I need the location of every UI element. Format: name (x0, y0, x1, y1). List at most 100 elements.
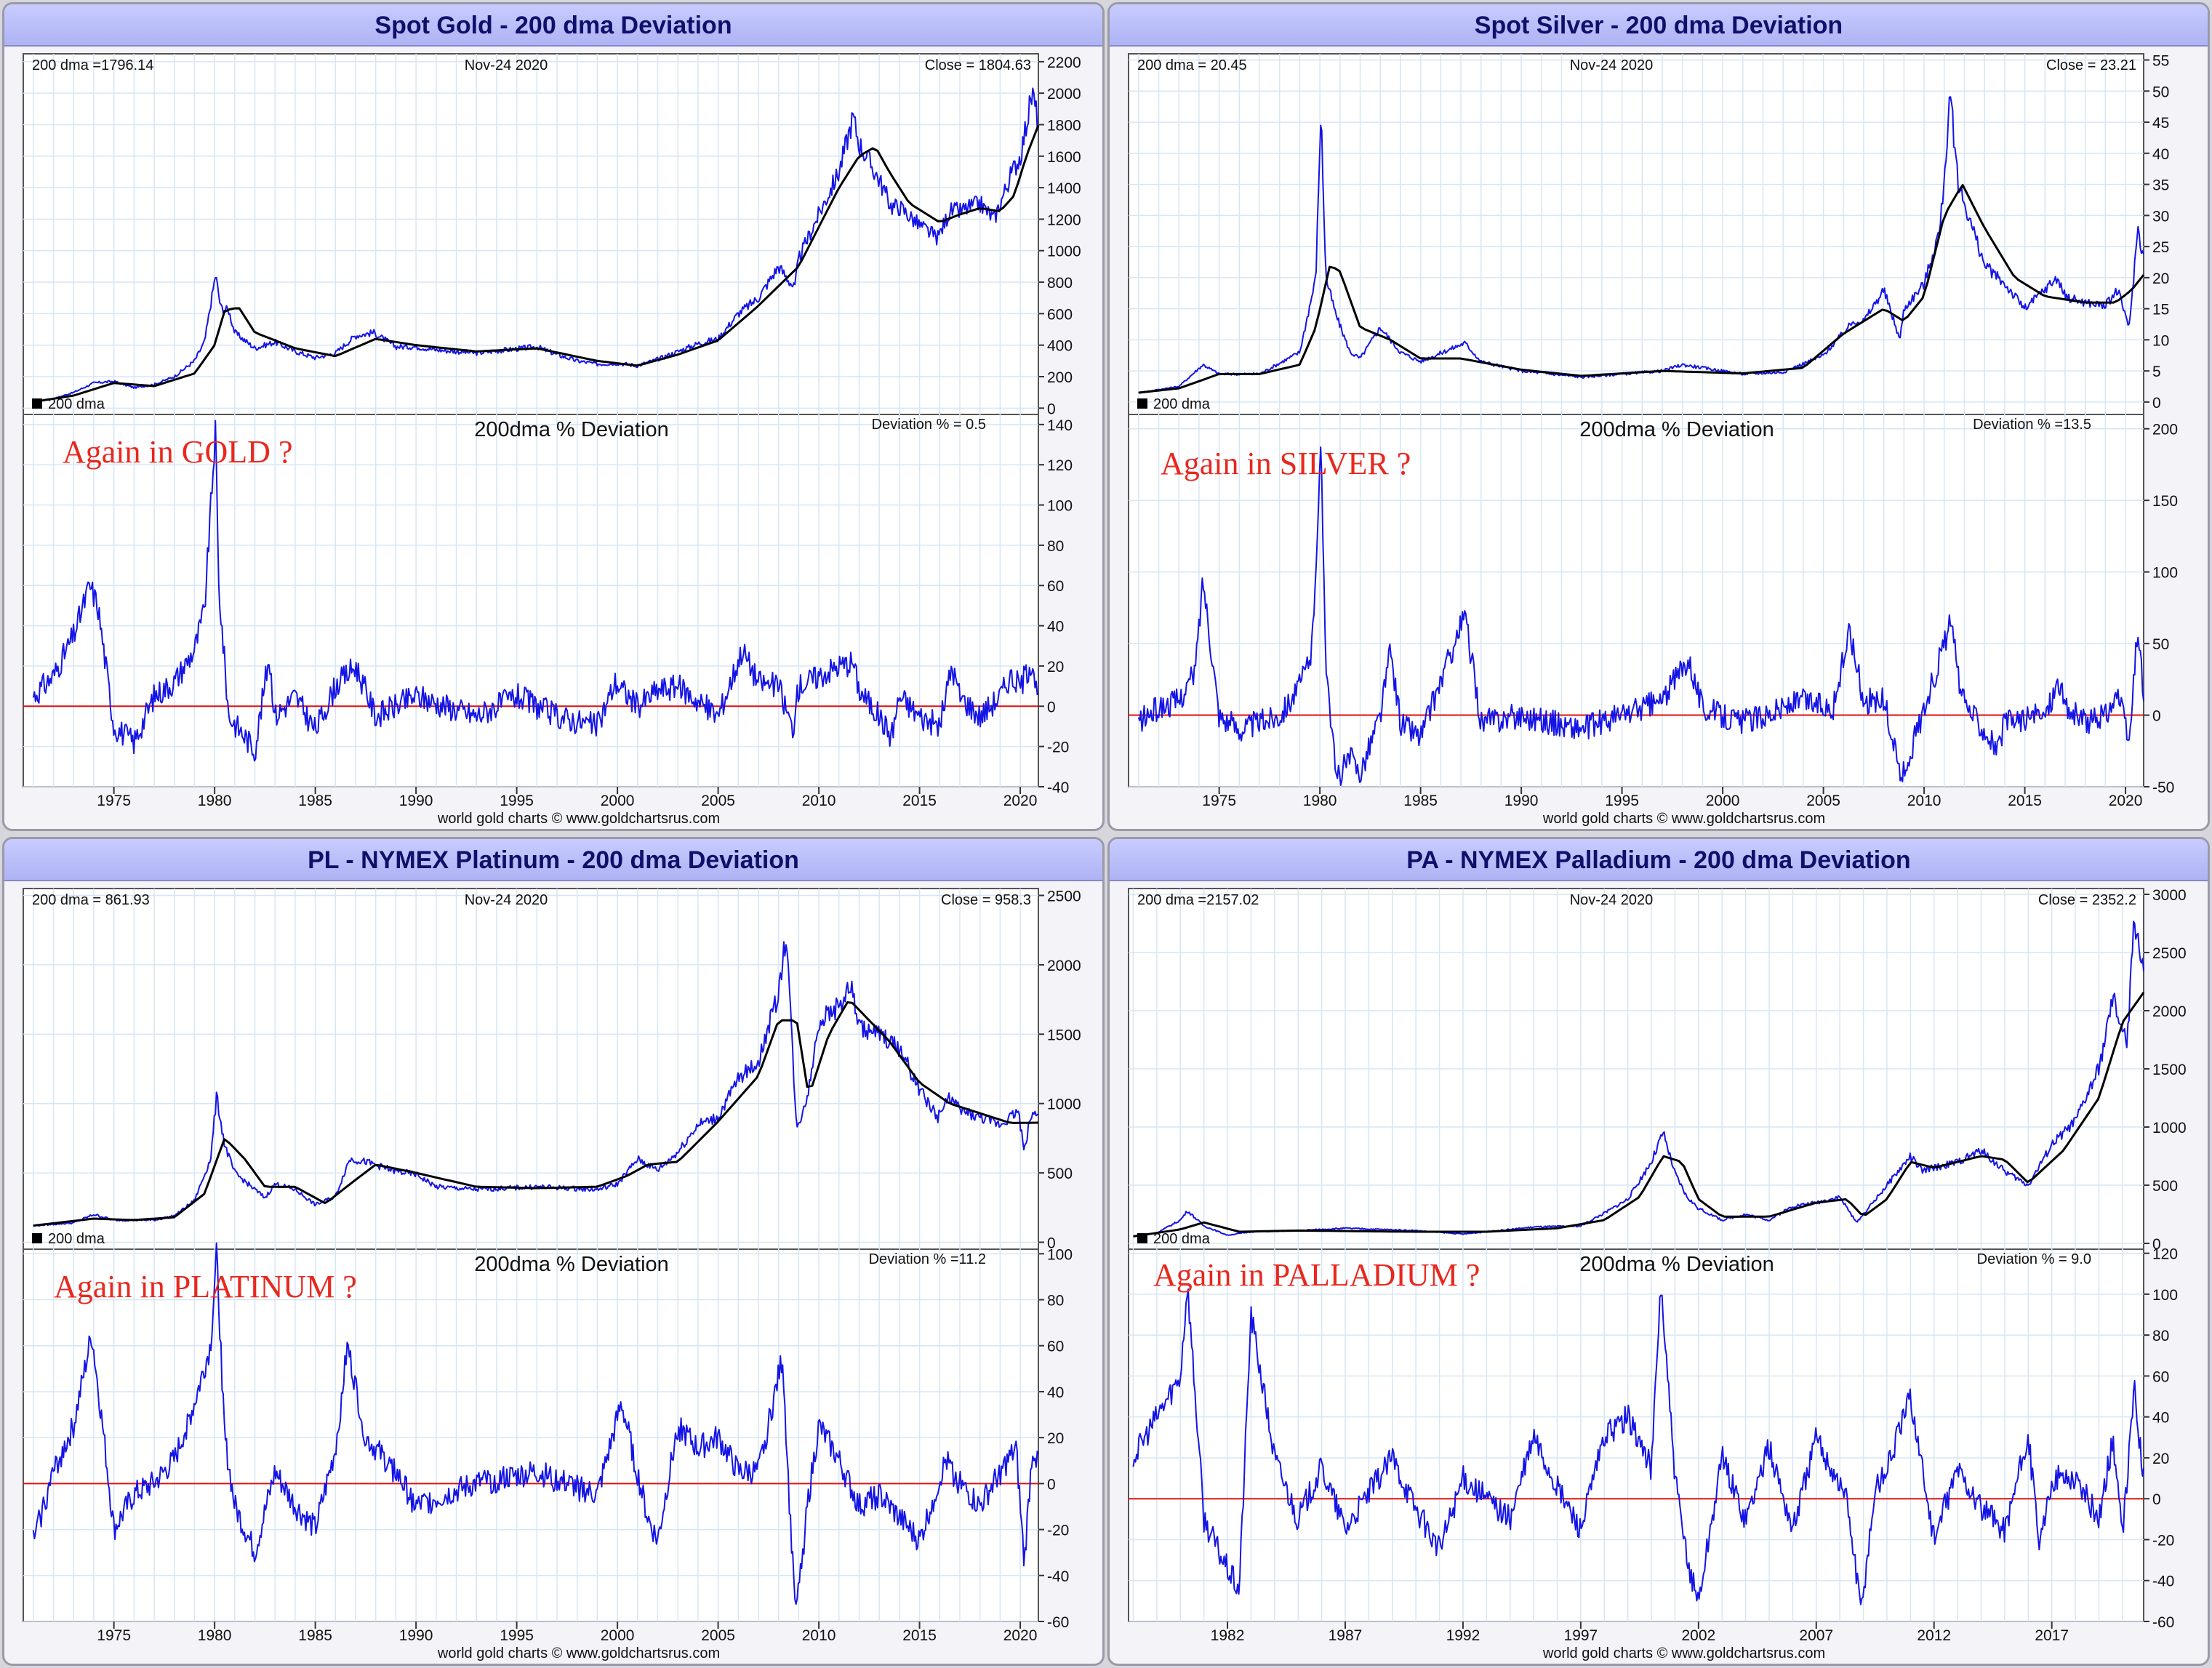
deviation-value-label: Deviation % = 0.5 (872, 417, 986, 433)
price-tick-label: 2000 (1047, 958, 1081, 974)
price-tick-label: 2500 (1047, 889, 1081, 905)
x-tick-label: 2002 (1681, 1627, 1715, 1644)
deviation-tick-label: -40 (1047, 1568, 1069, 1585)
dma-value-label: 200 dma =2157.02 (1137, 892, 1259, 908)
price-tick-label: 1500 (1047, 1027, 1081, 1043)
x-tick-label: 2000 (1706, 793, 1740, 809)
x-tick-label: 2015 (2008, 793, 2042, 809)
dma-value-label: 200 dma =1796.14 (32, 57, 153, 73)
x-tick-label: 1980 (1303, 793, 1337, 809)
price-tick-label: 1000 (1047, 1096, 1081, 1113)
deviation-tick-label: -20 (1047, 739, 1069, 756)
x-tick-label: 2020 (2109, 793, 2143, 809)
x-tick-label: 1985 (1403, 793, 1438, 809)
price-tick-label: 50 (2152, 84, 2169, 100)
legend-swatch (1137, 398, 1147, 409)
source-credit: world gold charts © www.goldchartsrus.co… (437, 811, 720, 827)
x-tick-label: 1995 (500, 793, 534, 809)
annotation-text: Again in GOLD ? (63, 434, 293, 470)
legend-swatch (1137, 1233, 1147, 1243)
deviation-plot-area (23, 1248, 1039, 1622)
price-tick-label: 200 (1047, 369, 1073, 386)
deviation-tick-label: 200 (2152, 422, 2178, 438)
price-tick-label: 2000 (1047, 86, 1081, 103)
deviation-series-line (32, 1242, 1039, 1605)
deviation-tick-label: 60 (2152, 1368, 2169, 1385)
legend-swatch (32, 1233, 42, 1243)
x-tick-label: 1980 (198, 1627, 232, 1644)
source-credit: world gold charts © www.goldchartsrus.co… (1542, 811, 1825, 827)
deviation-tick-label: -40 (1047, 779, 1069, 796)
x-tick-label: 1992 (1446, 1627, 1480, 1644)
deviation-tick-label: 80 (1047, 538, 1064, 555)
annotation-text: Again in SILVER ? (1161, 446, 1411, 481)
deviation-tick-label: 80 (2152, 1328, 2169, 1344)
x-tick-label: 2010 (802, 1627, 836, 1644)
plot-group: 0 5 10 15 20 25 30 35 40 45 50 55 -50 0 50 100 150 200 197… (1128, 53, 2178, 827)
deviation-tick-label: 140 (1047, 417, 1073, 434)
price-tick-label: 1600 (1047, 149, 1081, 166)
price-tick-label: 500 (1047, 1166, 1073, 1182)
plot-group: 0200400600800100012001400160018002000220… (23, 53, 1081, 827)
price-tick-label: 600 (1047, 306, 1073, 323)
deviation-plot-area (23, 414, 1039, 787)
deviation-series-line (1137, 446, 2144, 786)
legend-label: 200 dma (1153, 396, 1211, 412)
deviation-tick-label: 80 (1047, 1293, 1064, 1310)
deviation-value-label: Deviation % = 9.0 (1977, 1251, 2091, 1267)
plot-group: 0 500 1000 1500 2000 2500 3000 -60 -40 -20 0 20 40 60… (1128, 887, 2187, 1661)
date-label: Nov-24 2020 (1570, 892, 1654, 908)
deviation-tick-label: -50 (2152, 779, 2174, 796)
x-tick-label: 1975 (1202, 793, 1236, 809)
close-value-label: Close = 2352.2 (2038, 892, 2136, 908)
deviation-tick-label: 40 (1047, 619, 1064, 635)
deviation-series-line (32, 420, 1039, 762)
close-value-label: Close = 958.3 (941, 892, 1031, 908)
panel-titlebar: PA - NYMEX Palladium - 200 dma Deviation (1110, 839, 2208, 881)
price-tick-label: 2500 (2152, 945, 2187, 962)
x-tick-label: 2015 (902, 793, 937, 809)
deviation-tick-label: 100 (2152, 565, 2178, 582)
price-tick-label: 1800 (1047, 117, 1081, 134)
deviation-subtitle: 200dma % Deviation (1579, 418, 1774, 441)
deviation-tick-label: 120 (2152, 1246, 2178, 1263)
chart-svg-gold: 0200400600800100012001400160018002000220… (23, 53, 1081, 827)
x-tick-label: 2010 (1907, 793, 1941, 809)
dma-value-label: 200 dma = 20.45 (1137, 57, 1247, 73)
x-tick-label: 2017 (2035, 1627, 2069, 1644)
deviation-tick-label: 40 (2152, 1410, 2169, 1427)
price-tick-label: 800 (1047, 275, 1073, 292)
deviation-tick-label: -60 (2152, 1614, 2174, 1631)
price-tick-label: 1400 (1047, 180, 1081, 197)
deviation-tick-label: -40 (2152, 1573, 2174, 1590)
annotation-text: Again in PALLADIUM ? (1153, 1257, 1480, 1293)
close-value-label: Close = 23.21 (2046, 57, 2136, 73)
price-tick-label: 45 (2152, 115, 2169, 132)
x-tick-label: 2020 (1003, 793, 1038, 809)
deviation-tick-label: 0 (2152, 708, 2161, 725)
deviation-tick-label: 0 (1047, 1476, 1056, 1493)
x-tick-label: 2000 (601, 1627, 635, 1644)
price-tick-label: 40 (2152, 146, 2169, 163)
price-tick-label: 500 (2152, 1178, 2178, 1195)
price-tick-label: 1000 (1047, 244, 1081, 260)
deviation-subtitle: 200dma % Deviation (474, 418, 669, 441)
x-tick-label: 1990 (1504, 793, 1539, 809)
price-tick-label: 2200 (1047, 55, 1081, 71)
deviation-tick-label: 0 (2152, 1491, 2161, 1508)
deviation-tick-label: 100 (1047, 1246, 1073, 1263)
deviation-tick-label: 120 (1047, 457, 1073, 474)
deviation-tick-label: 60 (1047, 578, 1064, 595)
price-tick-label: 1500 (2152, 1062, 2187, 1078)
deviation-plot-area (1128, 414, 2144, 787)
price-tick-label: 3000 (2152, 887, 2187, 904)
date-label: Nov-24 2020 (1570, 57, 1654, 73)
source-credit: world gold charts © www.goldchartsrus.co… (437, 1645, 720, 1661)
dma-value-label: 200 dma = 861.93 (32, 892, 150, 908)
deviation-subtitle: 200dma % Deviation (1579, 1253, 1774, 1276)
x-tick-label: 1990 (399, 793, 433, 809)
close-value-label: Close = 1804.63 (925, 57, 1031, 73)
price-tick-label: 2000 (2152, 1003, 2187, 1020)
deviation-value-label: Deviation % =11.2 (869, 1251, 986, 1267)
chart-panel-platinum: PL - NYMEX Platinum - 200 dma Deviation … (2, 837, 1105, 1666)
